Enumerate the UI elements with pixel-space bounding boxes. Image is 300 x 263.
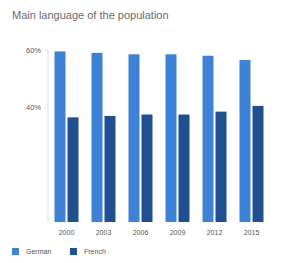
chart: Main language of the population 40% 60% 200… <box>0 0 300 263</box>
x-tick-label: 2015 <box>244 229 260 236</box>
x-tick-label: 2000 <box>59 229 75 236</box>
x-tick-label: 2006 <box>133 229 149 236</box>
legend-swatch <box>12 248 19 255</box>
legend-swatch <box>70 248 77 255</box>
bar <box>142 115 153 223</box>
bar <box>55 51 66 222</box>
legend-label: French <box>84 248 106 255</box>
bar <box>179 115 190 223</box>
x-tick-label: 2012 <box>207 229 223 236</box>
bar <box>240 60 251 222</box>
title: Main language of the population <box>12 9 169 21</box>
bar <box>92 53 103 222</box>
bar <box>253 106 264 222</box>
y-tick <box>45 50 48 51</box>
x-tick-label: 2003 <box>96 229 112 236</box>
legend-label: German <box>26 248 51 255</box>
y-tick-label: 40% <box>26 103 41 112</box>
y-tick-label: 60% <box>26 46 41 55</box>
x-tick-label: 2009 <box>170 229 186 236</box>
bar <box>68 117 79 222</box>
bar <box>203 56 214 222</box>
y-axis-line <box>48 50 49 222</box>
bars <box>55 51 264 222</box>
y-tick <box>45 107 48 108</box>
bar <box>216 112 227 222</box>
bar <box>166 54 177 222</box>
bar <box>129 54 140 222</box>
bar <box>105 116 116 222</box>
